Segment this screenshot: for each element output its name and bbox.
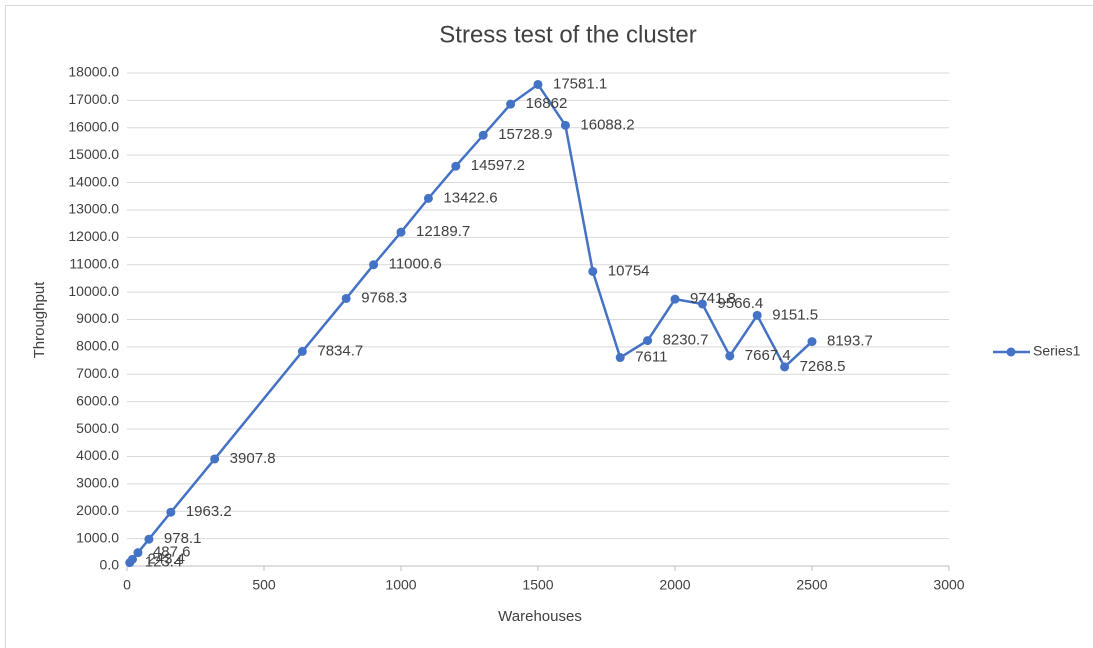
data-point bbox=[588, 266, 598, 276]
y-tick-label: 8000.0 bbox=[76, 338, 119, 354]
x-tick-label: 0 bbox=[123, 577, 131, 593]
data-label: 978.1 bbox=[164, 530, 202, 547]
y-tick-label: 18000.0 bbox=[68, 64, 119, 80]
data-point bbox=[423, 193, 433, 203]
y-tick-label: 17000.0 bbox=[68, 91, 119, 107]
data-label: 8230.7 bbox=[663, 332, 709, 349]
data-label: 7667.4 bbox=[745, 347, 791, 364]
data-label: 14597.2 bbox=[471, 157, 525, 174]
y-tick-label: 11000.0 bbox=[69, 255, 119, 271]
data-point bbox=[396, 227, 406, 237]
legend-marker bbox=[1006, 347, 1016, 357]
data-label: 9768.3 bbox=[361, 289, 407, 306]
data-point bbox=[506, 99, 516, 109]
data-label: 15728.9 bbox=[498, 126, 552, 143]
y-axis-label: Throughput bbox=[31, 281, 48, 359]
x-tick-label: 2500 bbox=[796, 577, 827, 593]
data-label: 13422.6 bbox=[443, 189, 497, 206]
legend-label: Series1 bbox=[1033, 343, 1081, 359]
y-tick-label: 12000.0 bbox=[68, 228, 119, 244]
y-tick-label: 2000.0 bbox=[76, 502, 119, 518]
x-tick-label: 1500 bbox=[522, 577, 553, 593]
data-point bbox=[643, 336, 653, 346]
data-label: 9566.4 bbox=[717, 295, 763, 312]
y-tick-label: 7000.0 bbox=[76, 365, 119, 381]
data-point bbox=[752, 310, 762, 320]
data-point bbox=[697, 299, 707, 309]
data-label: 17581.1 bbox=[553, 75, 607, 92]
y-tick-label: 14000.0 bbox=[68, 173, 119, 189]
data-label: 1963.2 bbox=[186, 503, 232, 520]
data-point bbox=[780, 362, 790, 372]
data-label: 3907.8 bbox=[230, 450, 276, 467]
y-tick-label: 10000.0 bbox=[68, 283, 119, 299]
x-tick-label: 2000 bbox=[659, 577, 690, 593]
data-point bbox=[133, 548, 143, 558]
data-point bbox=[615, 353, 625, 363]
data-point bbox=[560, 120, 570, 130]
data-label: 16088.2 bbox=[580, 116, 634, 133]
data-point bbox=[478, 130, 488, 140]
data-label: 9151.5 bbox=[772, 306, 818, 323]
data-point bbox=[341, 293, 351, 303]
data-label: 12189.7 bbox=[416, 223, 470, 240]
data-label: 11000.6 bbox=[389, 256, 442, 273]
x-axis-label: Warehouses bbox=[498, 608, 582, 625]
data-point bbox=[144, 534, 154, 544]
data-label: 123.4 bbox=[145, 554, 183, 571]
data-label: 7834.7 bbox=[317, 342, 363, 359]
y-tick-label: 16000.0 bbox=[68, 118, 119, 134]
data-point bbox=[369, 260, 379, 270]
data-point bbox=[210, 454, 220, 464]
y-tick-label: 1000.0 bbox=[76, 529, 119, 545]
y-tick-label: 6000.0 bbox=[76, 392, 119, 408]
data-point bbox=[297, 346, 307, 356]
data-label: 487.6 bbox=[153, 544, 191, 561]
y-tick-label: 3000.0 bbox=[76, 475, 119, 491]
x-tick-label: 3000 bbox=[933, 577, 964, 593]
data-point bbox=[725, 351, 735, 361]
data-point bbox=[127, 554, 137, 564]
y-tick-label: 5000.0 bbox=[76, 420, 119, 436]
data-label: 10754 bbox=[608, 262, 650, 279]
chart-title: Stress test of the cluster bbox=[439, 21, 696, 48]
data-label: 7268.5 bbox=[800, 358, 846, 375]
y-tick-label: 15000.0 bbox=[68, 146, 119, 162]
data-label: 8193.7 bbox=[827, 333, 873, 350]
data-label: 243.4 bbox=[147, 550, 185, 567]
data-point bbox=[451, 161, 461, 171]
data-label: 7611 bbox=[635, 349, 667, 366]
data-point bbox=[670, 294, 680, 304]
data-point bbox=[807, 337, 817, 347]
x-tick-label: 500 bbox=[252, 577, 276, 593]
y-tick-label: 4000.0 bbox=[76, 447, 119, 463]
y-tick-label: 9000.0 bbox=[76, 310, 119, 326]
y-tick-label: 13000.0 bbox=[68, 201, 119, 217]
y-tick-label: 0.0 bbox=[100, 557, 120, 573]
data-label: 16862 bbox=[526, 95, 568, 112]
data-point bbox=[166, 507, 176, 517]
data-point bbox=[533, 79, 543, 89]
x-tick-label: 1000 bbox=[385, 577, 416, 593]
chart-frame bbox=[5, 5, 1093, 648]
